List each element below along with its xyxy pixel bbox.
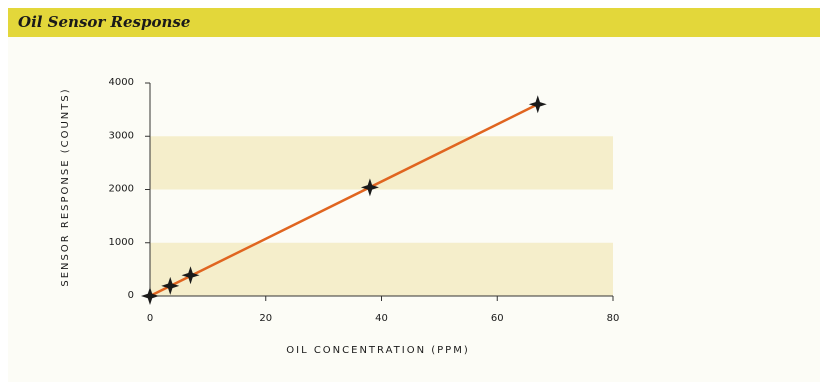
y-axis-title: SENSOR RESPONSE (COUNTS) [60,87,71,286]
x-axis-title: OIL CONCENTRATION (PPM) [286,345,469,356]
y-tick-label: 4000 [109,77,134,88]
fit-line-group [148,103,540,298]
data-markers [141,95,547,305]
y-tick-label: 0 [128,290,134,301]
shaded-bands [150,136,613,296]
data-point-marker [161,276,180,295]
fit-line [148,103,540,298]
y-tick-label: 2000 [109,184,134,195]
y-axis-ticks: 0 1000 2000 3000 4000 [109,77,150,301]
x-tick-label: 40 [375,313,388,324]
x-tick-label: 20 [259,313,272,324]
chart-card: Oil Sensor Response [8,8,820,382]
x-tick-label: 60 [491,313,504,324]
x-axis-ticks: 0 20 40 60 80 [147,296,620,324]
y-tick-label: 1000 [109,237,134,248]
data-point-marker [528,95,547,114]
x-tick-label: 0 [147,313,153,324]
y-tick-label: 3000 [109,130,134,141]
title-band: Oil Sensor Response [8,8,820,37]
data-point-marker [141,287,159,305]
data-point-marker [181,266,200,285]
shaded-band-0 [150,242,613,296]
x-tick-label: 80 [607,313,620,324]
chart-title: Oil Sensor Response [18,13,191,31]
data-point-marker [360,178,379,197]
